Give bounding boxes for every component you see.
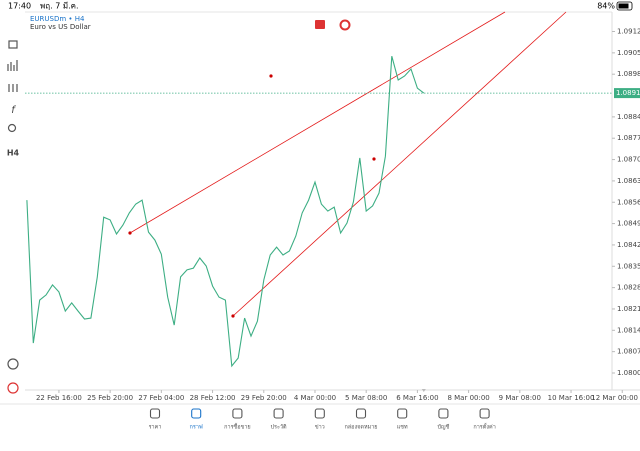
tab-label[interactable]: กล่องจดหมาย — [344, 425, 377, 431]
y-tick-label: 1.08000 — [617, 369, 640, 377]
battery-level — [618, 3, 629, 9]
tab-label[interactable]: การตั้งค่า — [473, 423, 495, 431]
anchor[interactable] — [128, 231, 132, 235]
status-battery: 84% — [597, 2, 615, 11]
trendline[interactable] — [129, 11, 506, 234]
x-tick-label: 12 Mar 00:00 — [591, 394, 638, 402]
trade-icon[interactable] — [315, 20, 325, 29]
x-tick-label: 27 Feb 04:00 — [138, 394, 184, 402]
y-tick-label: 1.08140 — [617, 326, 640, 334]
function-tool[interactable]: f — [11, 105, 16, 116]
tab-icon[interactable] — [314, 408, 325, 419]
y-tick-label: 1.08070 — [617, 348, 640, 356]
y-tick-label: 1.08350 — [617, 262, 640, 270]
anchor[interactable] — [269, 74, 273, 78]
tool-icon[interactable] — [7, 123, 17, 133]
tab-label[interactable]: บัญชี — [437, 424, 449, 431]
tab-label[interactable]: กราฟ — [190, 424, 203, 431]
tab-icon[interactable] — [191, 408, 202, 419]
tab-label[interactable]: ราคา — [149, 425, 162, 431]
scroll-marker — [421, 389, 426, 392]
y-tick-label: 1.08560 — [617, 198, 640, 206]
x-tick-label: 28 Feb 12:00 — [190, 394, 236, 402]
x-tick-label: 22 Feb 16:00 — [36, 394, 82, 402]
left-toolbar — [7, 40, 19, 394]
x-tick-label: 9 Mar 08:00 — [499, 394, 541, 402]
y-tick-label: 1.08630 — [617, 177, 640, 185]
y-tick-label: 1.08700 — [617, 156, 640, 164]
x-tick-label: 8 Mar 00:00 — [447, 394, 489, 402]
trade-icon[interactable] — [339, 19, 351, 31]
chart-symbol[interactable]: EURUSDm • H4 — [30, 15, 85, 23]
x-tick-label: 25 Feb 20:00 — [87, 394, 133, 402]
y-tick-label: 1.08840 — [617, 113, 640, 121]
tab-icon[interactable] — [273, 408, 284, 419]
tool-icon[interactable] — [7, 60, 18, 71]
tool-icon[interactable] — [7, 382, 19, 394]
trendline[interactable] — [232, 11, 567, 317]
x-tick-label: 4 Mar 00:00 — [294, 394, 336, 402]
tab-icon[interactable] — [232, 408, 243, 419]
y-tick-label: 1.09120 — [617, 28, 640, 36]
tab-label[interactable]: ข่าว — [315, 425, 325, 431]
y-tick-label: 1.08210 — [617, 305, 640, 313]
tab-icon[interactable] — [355, 408, 367, 419]
tab-icon[interactable] — [149, 408, 161, 419]
x-tick-label: 6 Mar 16:00 — [396, 394, 438, 402]
chart-description: Euro vs US Dollar — [30, 23, 91, 31]
tab-icon[interactable] — [397, 408, 408, 419]
y-tick-label: 1.08280 — [617, 284, 640, 292]
tab-label[interactable]: ประวัติ — [271, 424, 287, 431]
tool-icon[interactable] — [8, 40, 18, 49]
current-price-label: 1.08918 — [616, 89, 640, 97]
tab-label[interactable]: การซื้อขาย — [224, 423, 250, 431]
y-tick-label: 1.08420 — [617, 241, 640, 249]
x-tick-label: 5 Mar 08:00 — [345, 394, 387, 402]
status-date: พฤ. 7 มี.ค. — [40, 2, 79, 11]
status-time: 17:40 — [8, 2, 31, 11]
price-line — [26, 56, 425, 368]
x-tick-label: 10 Mar 16:00 — [548, 394, 595, 402]
battery-icon — [616, 1, 633, 11]
current-price-box — [614, 88, 640, 99]
y-tick-label: 1.08980 — [617, 70, 640, 78]
tab-label[interactable]: แชท — [397, 424, 408, 431]
anchor[interactable] — [231, 314, 235, 318]
tool-icon[interactable] — [8, 84, 18, 92]
y-tick-label: 1.08770 — [617, 134, 640, 142]
x-tick-label: 29 Feb 20:00 — [241, 394, 287, 402]
trendline-points — [128, 74, 376, 318]
trendlines — [129, 11, 567, 317]
tool-icon[interactable] — [7, 358, 19, 370]
y-tick-label: 1.09050 — [617, 49, 640, 57]
tab-icon[interactable] — [479, 408, 490, 419]
y-tick-label: 1.08490 — [617, 220, 640, 228]
tab-icon[interactable] — [438, 408, 449, 419]
anchor[interactable] — [372, 157, 376, 161]
timeframe-button[interactable]: H4 — [7, 149, 20, 158]
